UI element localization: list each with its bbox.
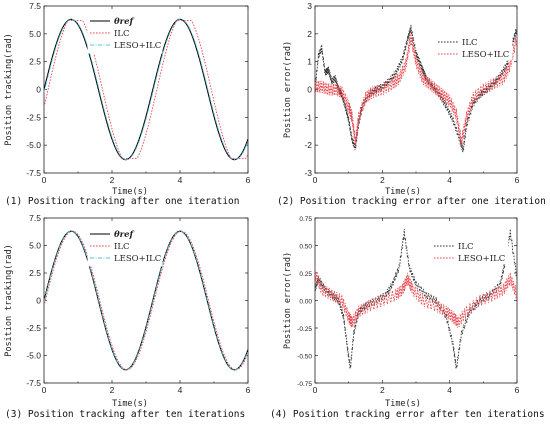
figure-caption: (2) Position tracking error after one it… [277,196,546,207]
series-line-2 [315,267,517,328]
x-tick-label: 0 [42,385,47,395]
y-tick-label: -7.5 [26,378,41,388]
y-tick-label: 5.0 [29,241,41,251]
figure-caption: (3) Position tracking after ten iteratio… [5,409,245,420]
figure-caption: (1) Position tracking after one iteratio… [5,196,240,207]
x-tick-label: 4 [447,175,452,185]
y-tick-label: 2.5 [29,57,41,67]
y-tick-label: -0.25 [297,326,312,333]
x-tick-label: 6 [246,385,251,395]
y-axis-title: Position tracking(rad) [4,244,14,357]
legend-label: ILC [114,242,130,252]
x-axis-title: Time(s) [112,187,148,197]
legend-label: ILC [462,38,478,48]
figure-caption: (4) Position tracking error after ten it… [270,409,545,420]
x-tick-label: 0 [313,175,318,185]
legend-label: LESO+ILC [114,41,161,51]
y-tick-label: -5.0 [26,140,41,150]
x-tick-label: 4 [178,175,183,185]
legend-label: LESO+ILC [114,254,161,264]
chart-panel-4: 0 2 4 6 -0.75 -0.50 -0.25 0.00 0.25 0.50 0.75 Posit… [270,216,545,420]
y-tick-label: 0 [36,296,41,306]
y-tick-label: 7.5 [29,213,41,223]
y-tick-label: 1 [307,57,312,67]
y-tick-label: 0 [36,85,41,95]
x-tick-label: 2 [380,175,385,185]
series-line-2 [315,30,517,146]
y-tick-label: 0.25 [299,271,312,278]
y-tick-label: -0.75 [297,381,312,388]
chart-panel-3: 0 2 4 6 -7.5 -5.0 -2.5 0 2.5 5.0 7.5 Position track… [4,213,251,420]
y-axis-title: Position error(rad) [283,252,293,349]
x-tick-label: 2 [380,385,385,395]
legend-box [431,237,509,265]
y-tick-label: -1 [304,112,312,122]
series-line-1 [44,18,248,161]
legend-box [435,33,513,61]
y-tick-label: -5.0 [26,351,41,361]
x-tick-label: 4 [178,385,183,395]
legend-label: LESO+ILC [462,50,509,60]
x-tick-label: 4 [447,385,452,395]
x-tick-label: 2 [110,175,115,185]
x-tick-label: 6 [246,175,251,185]
y-tick-label: -2.5 [26,112,41,122]
x-tick-label: 0 [313,385,318,395]
x-tick-label: 6 [515,385,520,395]
y-tick-label: 2.5 [29,268,41,278]
x-tick-label: 0 [42,175,47,185]
chart-panel-1: 0 2 4 6 -7.5 -5.0 -2.5 0 2.5 5.0 7.5 Position track… [4,1,251,207]
legend-label: ILC [458,242,474,252]
x-axis-title: Time(s) [385,187,421,197]
y-tick-label: -2.5 [26,323,41,333]
series-line-1 [44,230,248,371]
y-tick-label: -2 [304,140,312,150]
chart-panel-2: 0 2 4 6 -3 -2 -1 0 1 2 3 Position error(rad) Time(s)… [277,1,546,207]
y-tick-label: -0.50 [297,354,312,361]
series-line-3 [44,230,248,371]
series-line-2 [44,230,248,371]
y-tick-label: 2 [307,29,312,39]
legend-label: LESO+ILC [458,254,505,264]
y-tick-label: -3 [304,168,312,178]
y-axis-title: Position tracking(rad) [4,33,14,146]
y-tick-label: 7.5 [29,1,41,11]
x-axis-title: Time(s) [385,399,421,409]
series-line-2 [44,20,248,159]
y-tick-label: 5.0 [29,29,41,39]
y-tick-label: 0.50 [299,244,312,251]
legend-label: ILC [114,29,130,39]
y-tick-label: 3 [307,1,312,11]
x-tick-label: 6 [515,175,520,185]
legend-label: θref [114,230,135,240]
legend-label: θref [114,17,135,27]
series-line-3 [44,18,248,161]
y-axis-title: Position error(rad) [283,41,293,138]
y-tick-label: 0.00 [299,299,312,306]
y-tick-label: 0.75 [299,216,312,223]
x-axis-title: Time(s) [112,399,148,409]
y-tick-label: -7.5 [26,168,41,178]
y-tick-label: 0 [307,85,312,95]
x-tick-label: 2 [110,385,115,395]
